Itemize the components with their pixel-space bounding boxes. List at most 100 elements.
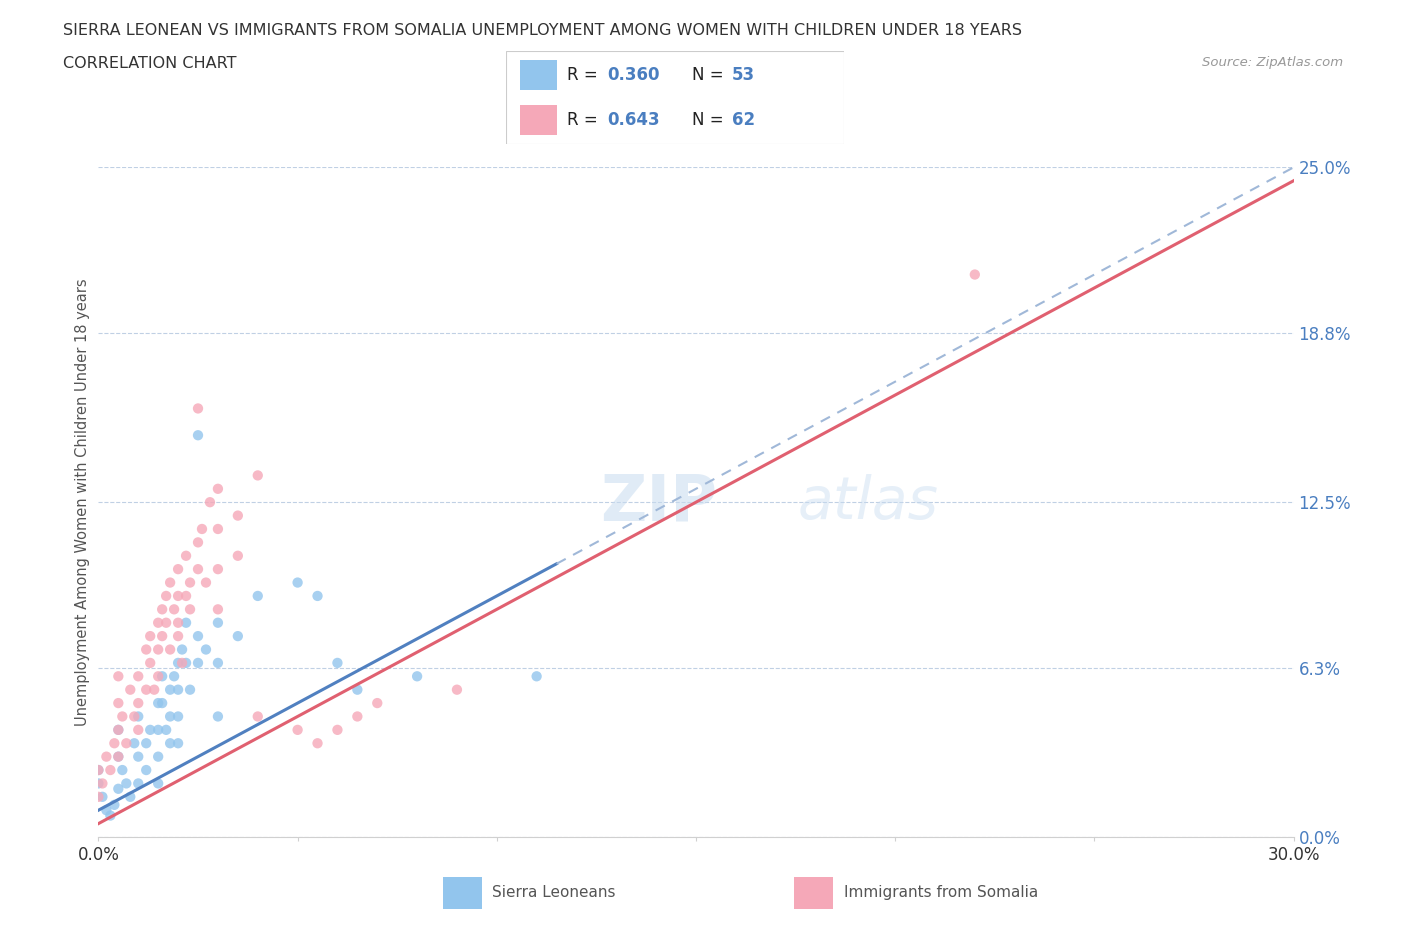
- Point: [326, 656, 349, 671]
- Point: [111, 709, 134, 724]
- Text: SIERRA LEONEAN VS IMMIGRANTS FROM SOMALIA UNEMPLOYMENT AMONG WOMEN WITH CHILDREN: SIERRA LEONEAN VS IMMIGRANTS FROM SOMALI…: [63, 23, 1022, 38]
- Point: [187, 401, 209, 416]
- Point: [124, 736, 146, 751]
- Point: [226, 549, 249, 564]
- Point: [107, 750, 129, 764]
- Point: [307, 589, 329, 604]
- Point: [143, 683, 166, 698]
- Point: [127, 709, 149, 724]
- FancyBboxPatch shape: [443, 876, 481, 910]
- Point: [107, 750, 129, 764]
- Point: [174, 616, 197, 631]
- Point: [150, 629, 173, 644]
- Point: [98, 763, 122, 777]
- Point: [207, 709, 229, 724]
- Point: [155, 616, 177, 631]
- Point: [87, 763, 110, 777]
- Point: [207, 602, 229, 617]
- Point: [148, 776, 170, 790]
- Text: atlas: atlas: [797, 473, 939, 531]
- Point: [150, 669, 173, 684]
- Point: [226, 629, 249, 644]
- Point: [107, 781, 129, 796]
- FancyBboxPatch shape: [520, 60, 557, 90]
- Point: [120, 790, 142, 804]
- Point: [127, 696, 149, 711]
- Point: [526, 669, 548, 684]
- Point: [127, 723, 149, 737]
- Text: R =: R =: [567, 66, 603, 85]
- Point: [155, 723, 177, 737]
- Point: [111, 763, 134, 777]
- Point: [207, 656, 229, 671]
- Point: [115, 736, 138, 751]
- Point: [226, 508, 249, 523]
- Point: [246, 468, 269, 483]
- Point: [167, 589, 190, 604]
- Text: 62: 62: [733, 111, 755, 129]
- Point: [963, 267, 986, 282]
- Point: [159, 709, 181, 724]
- Point: [91, 776, 114, 790]
- Point: [115, 776, 138, 790]
- FancyBboxPatch shape: [520, 105, 557, 135]
- Point: [167, 562, 190, 577]
- Point: [127, 776, 149, 790]
- Text: Sierra Leoneans: Sierra Leoneans: [492, 885, 616, 900]
- Point: [96, 750, 118, 764]
- Point: [96, 803, 118, 817]
- Point: [194, 575, 218, 590]
- Text: 53: 53: [733, 66, 755, 85]
- Point: [174, 549, 197, 564]
- Point: [150, 696, 173, 711]
- Point: [148, 723, 170, 737]
- Text: ZIP: ZIP: [600, 472, 717, 533]
- Point: [127, 669, 149, 684]
- Point: [246, 589, 269, 604]
- Point: [159, 642, 181, 657]
- Point: [103, 736, 125, 751]
- Point: [107, 669, 129, 684]
- Point: [107, 723, 129, 737]
- Point: [187, 656, 209, 671]
- Text: 0.643: 0.643: [607, 111, 659, 129]
- Point: [167, 616, 190, 631]
- Point: [187, 629, 209, 644]
- Text: Source: ZipAtlas.com: Source: ZipAtlas.com: [1202, 56, 1343, 69]
- Text: CORRELATION CHART: CORRELATION CHART: [63, 56, 236, 71]
- Point: [148, 696, 170, 711]
- Point: [135, 683, 157, 698]
- Point: [194, 642, 218, 657]
- Point: [163, 602, 186, 617]
- Point: [103, 797, 125, 812]
- Point: [187, 428, 209, 443]
- Point: [87, 776, 110, 790]
- Point: [346, 709, 368, 724]
- Point: [87, 790, 110, 804]
- Text: N =: N =: [692, 111, 728, 129]
- Point: [148, 750, 170, 764]
- Point: [150, 602, 173, 617]
- Point: [139, 629, 162, 644]
- Point: [207, 562, 229, 577]
- Point: [366, 696, 388, 711]
- Point: [187, 535, 209, 550]
- Point: [179, 602, 201, 617]
- Point: [446, 683, 468, 698]
- FancyBboxPatch shape: [794, 876, 832, 910]
- Point: [135, 763, 157, 777]
- Point: [163, 669, 186, 684]
- Point: [307, 736, 329, 751]
- Point: [172, 642, 194, 657]
- Point: [155, 589, 177, 604]
- Point: [287, 723, 309, 737]
- Point: [167, 656, 190, 671]
- Point: [87, 763, 110, 777]
- Point: [159, 683, 181, 698]
- Point: [287, 575, 309, 590]
- Point: [107, 696, 129, 711]
- Point: [159, 736, 181, 751]
- Point: [139, 723, 162, 737]
- Point: [159, 575, 181, 590]
- Point: [167, 709, 190, 724]
